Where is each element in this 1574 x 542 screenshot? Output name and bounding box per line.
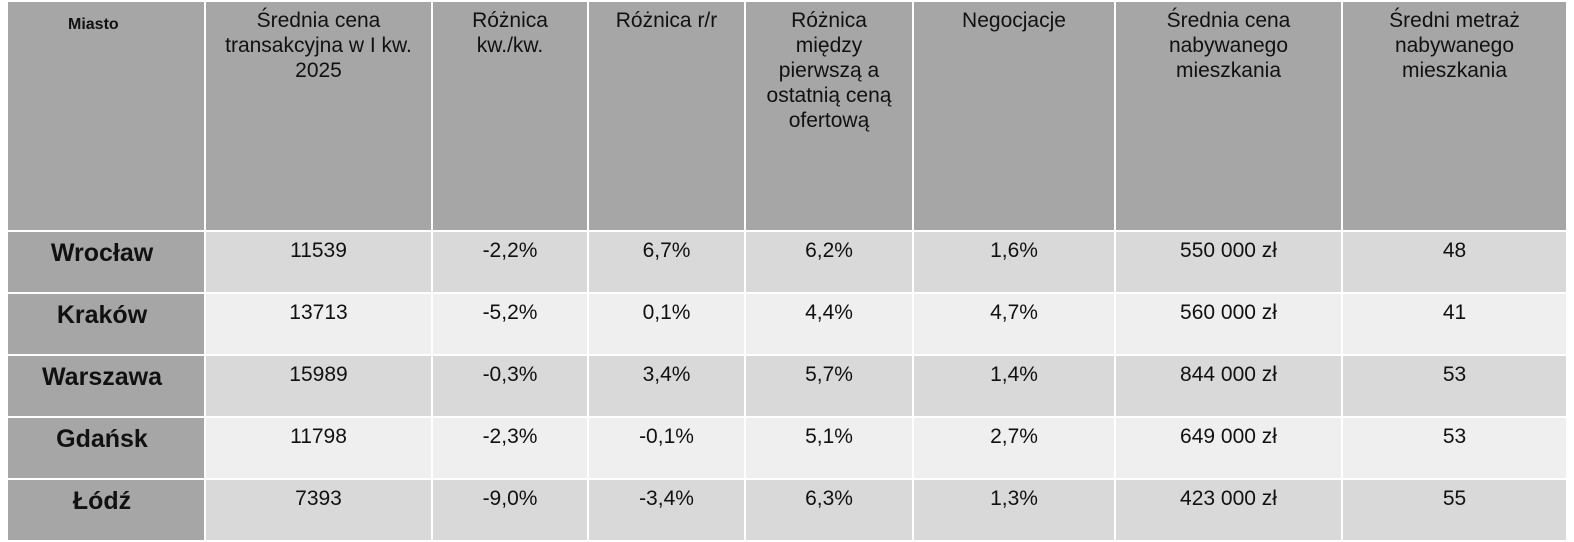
header-qoq-change: Różnica kw./kw.	[431, 0, 589, 232]
header-city: Miasto	[6, 0, 206, 232]
table-row: Kraków 13713 -5,2% 0,1% 4,4% 4,7% 560 00…	[6, 292, 1568, 356]
header-negotiations: Negocjacje	[912, 0, 1116, 232]
cell-avg-apartment-price: 560 000 zł	[1114, 292, 1343, 356]
cell-avg-apartment-area: 55	[1341, 478, 1568, 542]
cell-avg-apartment-price: 844 000 zł	[1114, 354, 1343, 418]
cell-avg-transaction-price: 11539	[204, 230, 433, 294]
table-header: Miasto Średnia cena transakcyjna w I kw.…	[6, 0, 1568, 232]
cell-qoq-change: -2,3%	[431, 416, 589, 480]
header-yoy-change: Różnica r/r	[587, 0, 746, 232]
cell-offer-price-difference: 5,1%	[744, 416, 914, 480]
header-row: Miasto Średnia cena transakcyjna w I kw.…	[6, 0, 1568, 232]
header-avg-apartment-area: Średni metraż nabywanego mieszkania	[1341, 0, 1568, 232]
city-name: Wrocław	[6, 230, 206, 294]
cell-avg-apartment-price: 649 000 zł	[1114, 416, 1343, 480]
cell-qoq-change: -2,2%	[431, 230, 589, 294]
table-row: Wrocław 11539 -2,2% 6,7% 6,2% 1,6% 550 0…	[6, 230, 1568, 294]
city-name: Łódź	[6, 478, 206, 542]
housing-price-table: Miasto Średnia cena transakcyjna w I kw.…	[6, 0, 1568, 542]
cell-yoy-change: 3,4%	[587, 354, 746, 418]
cell-offer-price-difference: 4,4%	[744, 292, 914, 356]
header-avg-transaction-price: Średnia cena transakcyjna w I kw. 2025	[204, 0, 433, 232]
cell-offer-price-difference: 5,7%	[744, 354, 914, 418]
cell-avg-apartment-area: 53	[1341, 354, 1568, 418]
cell-negotiations: 1,3%	[912, 478, 1116, 542]
cell-avg-transaction-price: 11798	[204, 416, 433, 480]
city-name: Kraków	[6, 292, 206, 356]
cell-avg-apartment-price: 423 000 zł	[1114, 478, 1343, 542]
cell-avg-transaction-price: 15989	[204, 354, 433, 418]
cell-yoy-change: 0,1%	[587, 292, 746, 356]
cell-avg-apartment-area: 48	[1341, 230, 1568, 294]
cell-negotiations: 4,7%	[912, 292, 1116, 356]
cell-offer-price-difference: 6,2%	[744, 230, 914, 294]
cell-offer-price-difference: 6,3%	[744, 478, 914, 542]
cell-yoy-change: 6,7%	[587, 230, 746, 294]
cell-negotiations: 1,4%	[912, 354, 1116, 418]
table-row: Łódź 7393 -9,0% -3,4% 6,3% 1,3% 423 000 …	[6, 478, 1568, 542]
cell-qoq-change: -5,2%	[431, 292, 589, 356]
cell-negotiations: 1,6%	[912, 230, 1116, 294]
cell-yoy-change: -3,4%	[587, 478, 746, 542]
cell-avg-apartment-price: 550 000 zł	[1114, 230, 1343, 294]
table-row: Warszawa 15989 -0,3% 3,4% 5,7% 1,4% 844 …	[6, 354, 1568, 418]
cell-negotiations: 2,7%	[912, 416, 1116, 480]
city-name: Gdańsk	[6, 416, 206, 480]
header-avg-apartment-price: Średnia cena nabywanego mieszkania	[1114, 0, 1343, 232]
cell-avg-transaction-price: 7393	[204, 478, 433, 542]
cell-avg-apartment-area: 41	[1341, 292, 1568, 356]
cell-qoq-change: -0,3%	[431, 354, 589, 418]
cell-avg-transaction-price: 13713	[204, 292, 433, 356]
city-name: Warszawa	[6, 354, 206, 418]
cell-avg-apartment-area: 53	[1341, 416, 1568, 480]
table-body: Wrocław 11539 -2,2% 6,7% 6,2% 1,6% 550 0…	[6, 230, 1568, 542]
cell-yoy-change: -0,1%	[587, 416, 746, 480]
table-row: Gdańsk 11798 -2,3% -0,1% 5,1% 2,7% 649 0…	[6, 416, 1568, 480]
cell-qoq-change: -9,0%	[431, 478, 589, 542]
header-offer-price-difference: Różnica między pierwszą a ostatnią ceną …	[744, 0, 914, 232]
